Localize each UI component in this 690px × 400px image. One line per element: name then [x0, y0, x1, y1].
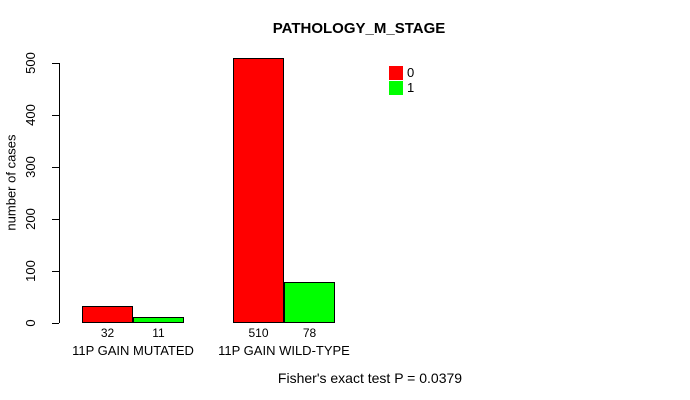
y-tick-mark — [52, 62, 59, 64]
y-tick-label: 500 — [23, 52, 38, 74]
chart-title: PATHOLOGY_M_STAGE — [272, 20, 446, 37]
bar — [284, 282, 335, 323]
y-tick-label: 300 — [23, 156, 38, 178]
y-tick-mark — [52, 218, 59, 220]
bar-value-label: 11 — [152, 326, 165, 340]
y-tick-mark — [52, 270, 59, 272]
stat-annotation: Fisher's exact test P = 0.0379 — [277, 370, 463, 386]
legend-label: 1 — [407, 80, 415, 95]
bar-value-label: 32 — [100, 326, 115, 340]
bar — [233, 57, 284, 323]
x-category-label: 11P GAIN WILD-TYPE — [218, 343, 350, 358]
y-tick-label: 200 — [23, 208, 38, 230]
y-tick-mark — [52, 166, 59, 168]
x-category-label: 11P GAIN MUTATED — [72, 343, 194, 358]
bar-value-label: 78 — [302, 326, 317, 340]
legend-label: 0 — [407, 65, 415, 80]
y-tick-label: 0 — [23, 319, 38, 327]
bar-value-label: 510 — [248, 326, 269, 340]
y-tick-mark — [52, 322, 59, 324]
y-axis-line — [59, 63, 60, 323]
bar — [133, 317, 184, 323]
legend-swatch — [389, 66, 403, 80]
bar — [82, 306, 133, 323]
legend-swatch — [389, 81, 403, 95]
y-tick-label: 400 — [23, 104, 38, 126]
y-tick-mark — [52, 114, 59, 116]
y-tick-label: 100 — [23, 260, 38, 282]
